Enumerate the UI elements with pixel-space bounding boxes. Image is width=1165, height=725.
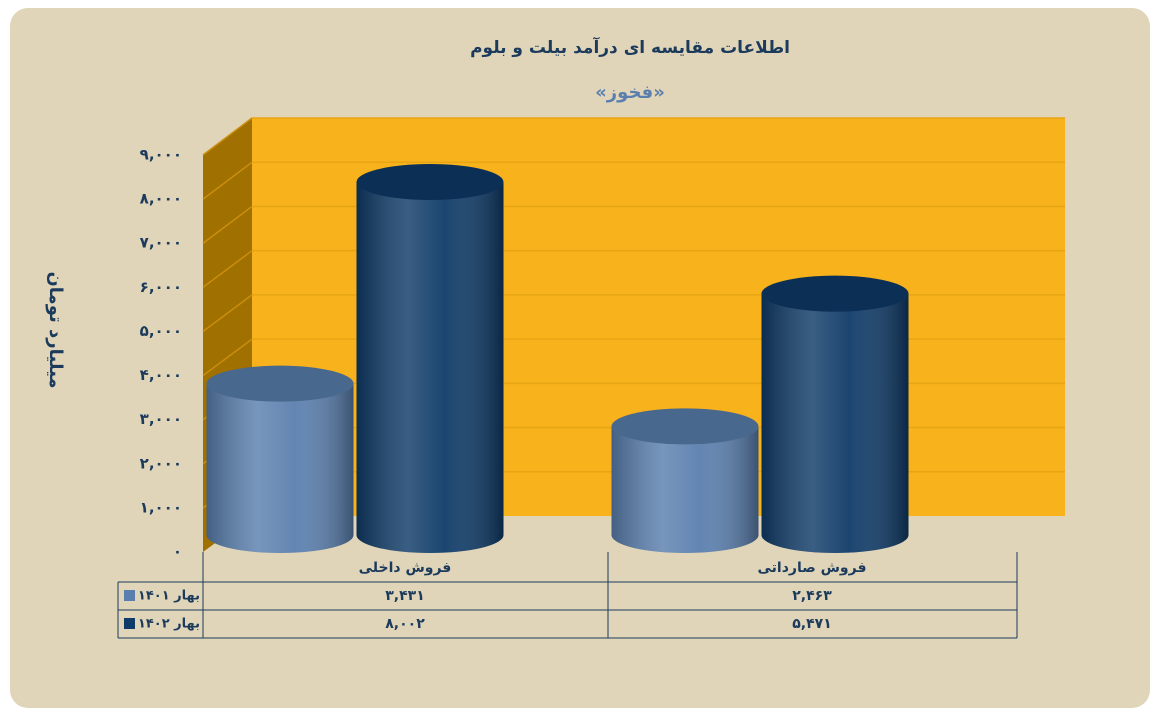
y-tick-label: ۷,۰۰۰: [140, 234, 182, 252]
bar: [761, 275, 909, 553]
y-tick-label: ۳,۰۰۰: [140, 410, 182, 428]
y-tick-label: ۱,۰۰۰: [140, 498, 182, 516]
bar-shade: [356, 182, 504, 553]
legend-label: بهار ۱۴۰۱: [138, 589, 200, 604]
y-tick-label: ۶,۰۰۰: [140, 278, 182, 296]
legend-swatch: [124, 590, 135, 601]
y-tick-label: ۲,۰۰۰: [140, 454, 182, 472]
y-tick-label: ۹,۰۰۰: [140, 146, 182, 164]
grid-line: [202, 117, 253, 156]
bar-top-shade: [761, 275, 909, 312]
chart-subtitle: «فخوز»: [595, 82, 665, 103]
category-label: فروش داخلی: [359, 560, 452, 576]
bar-shade: [611, 426, 759, 553]
value-label: ۳,۴۳۱: [385, 588, 425, 604]
bar: [611, 408, 759, 553]
legend-label: بهار ۱۴۰۲: [138, 617, 200, 632]
bar-shade: [761, 293, 909, 553]
y-tick-label: ۵,۰۰۰: [140, 322, 182, 340]
bar-top-shade: [206, 365, 354, 402]
grid-line: [202, 205, 253, 244]
y-tick-label: ۰: [173, 543, 182, 561]
value-label: ۸,۰۰۲: [385, 616, 425, 632]
value-label: ۲,۴۶۳: [792, 588, 832, 604]
category-label: فروش صارداتی: [757, 560, 866, 576]
grid-line: [202, 161, 253, 200]
bar-top: [761, 275, 909, 312]
bar-top-shade: [611, 408, 759, 445]
y-tick-label: ۸,۰۰۰: [140, 190, 182, 208]
value-label: ۵,۴۷۱: [792, 616, 832, 632]
chart-title: اطلاعات مقایسه ای درآمد بیلت و بلوم: [470, 36, 790, 58]
legend-swatch: [124, 618, 135, 629]
bar-top: [206, 365, 354, 402]
bar-shade: [206, 383, 354, 553]
bar: [356, 164, 504, 553]
grid-line: [202, 250, 253, 288]
bar-top: [356, 164, 504, 201]
y-tick-label: ۴,۰۰۰: [140, 366, 182, 384]
data-table: [117, 552, 1018, 639]
bar-top: [611, 408, 759, 445]
bar-top-shade: [356, 164, 504, 201]
grid-line: [202, 294, 253, 333]
bar: [206, 365, 354, 553]
y-axis-label: میلیارد تومان: [45, 271, 66, 388]
grid-line: [202, 338, 253, 377]
